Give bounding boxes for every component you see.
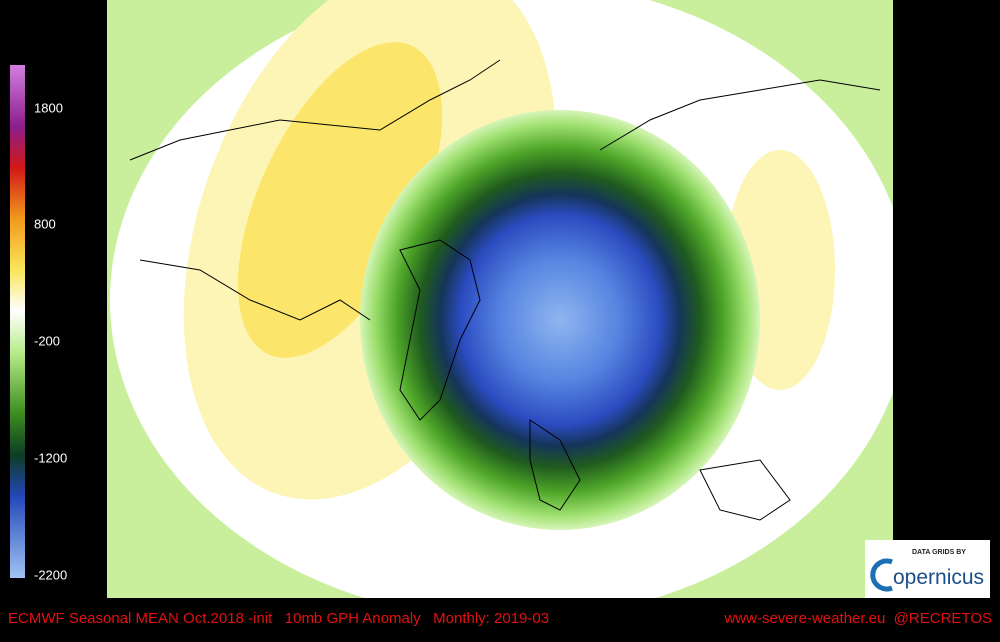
logo-caption: DATA GRIDS BY: [912, 549, 966, 556]
coastlines: [129, 59, 881, 521]
colorbar-label: -1200: [34, 450, 68, 466]
map-field: [107, 0, 893, 598]
colorbar-label: -2200: [34, 567, 68, 583]
footer-credit: www-severe-weather.eu @RECRETOS: [724, 610, 992, 627]
colorbar-label: 1800: [34, 100, 63, 116]
logo-c: [870, 558, 893, 592]
colorbar-label: -200: [34, 333, 61, 349]
colorbar: [10, 65, 25, 578]
footer-title: ECMWF Seasonal MEAN Oct.2018 -init 10mb …: [8, 610, 550, 627]
colorbar-label: 800: [34, 216, 56, 232]
logo-wordmark: opernicus: [893, 566, 984, 589]
